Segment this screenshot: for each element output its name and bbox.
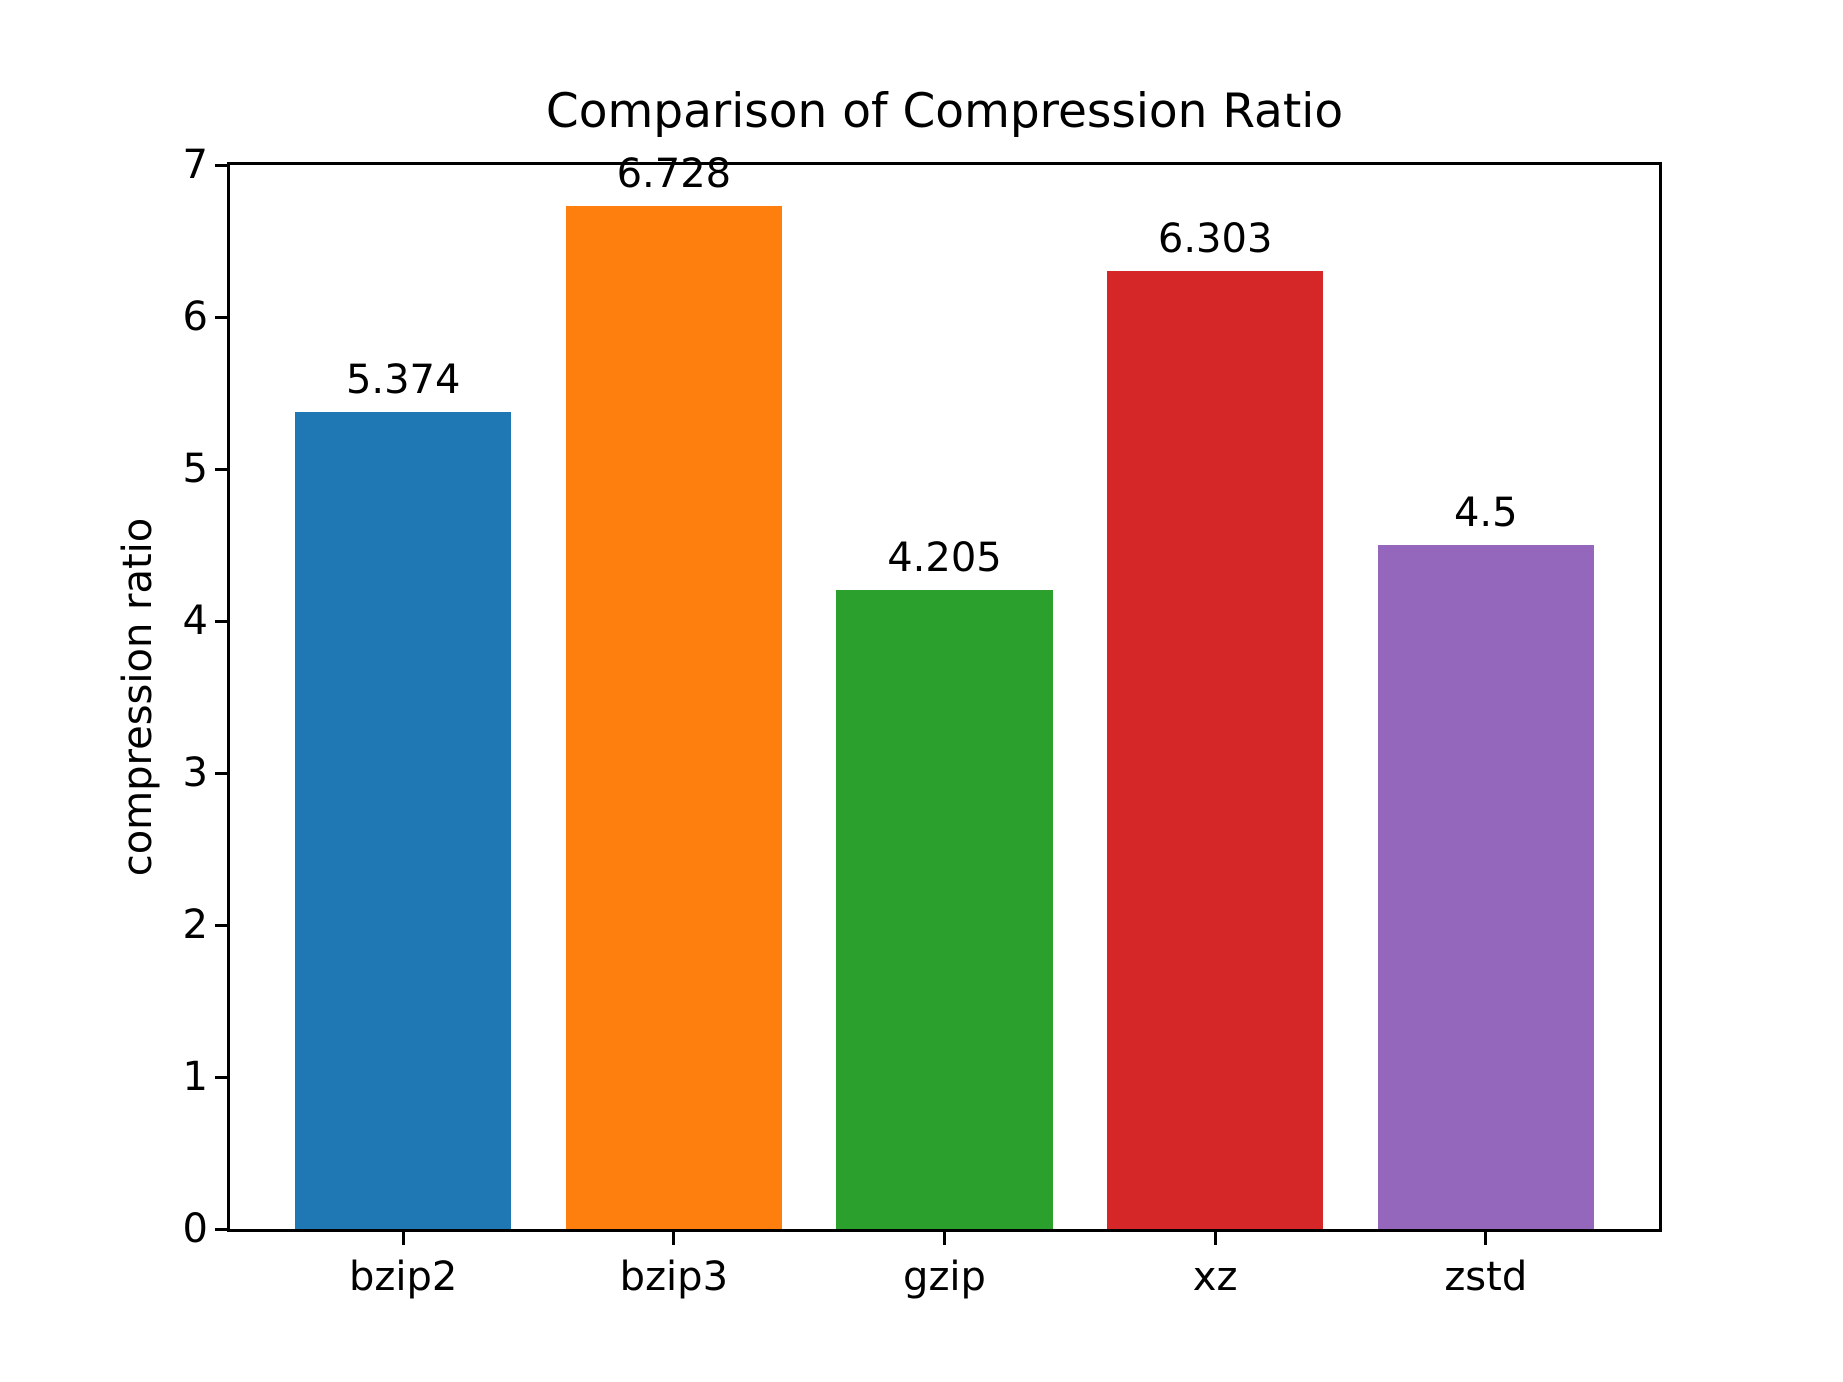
y-tick-label-7: 7 bbox=[182, 142, 208, 188]
x-tick-label-xz: xz bbox=[1192, 1254, 1238, 1300]
y-tick-label-0: 0 bbox=[182, 1206, 208, 1252]
x-tick-label-zstd: zstd bbox=[1444, 1254, 1528, 1300]
y-tick-mark-4 bbox=[215, 619, 227, 623]
y-tick-label-5: 5 bbox=[182, 446, 208, 492]
bar-xz bbox=[1106, 270, 1324, 1229]
x-tick-mark-xz bbox=[1213, 1232, 1217, 1245]
y-tick-label-3: 3 bbox=[182, 750, 208, 796]
bar-zstd bbox=[1377, 545, 1595, 1229]
y-tick-mark-3 bbox=[215, 771, 227, 775]
x-tick-label-gzip: gzip bbox=[903, 1254, 986, 1300]
value-label-zstd: 4.5 bbox=[1453, 490, 1518, 536]
x-tick-label-bzip3: bzip3 bbox=[619, 1254, 729, 1300]
x-tick-mark-bzip2 bbox=[401, 1232, 405, 1245]
y-tick-label-2: 2 bbox=[182, 902, 208, 948]
bar-bzip2 bbox=[294, 412, 512, 1229]
bar-gzip bbox=[836, 589, 1053, 1229]
chart-title: Comparison of Compression Ratio bbox=[545, 84, 1344, 139]
value-label-bzip3: 6.728 bbox=[616, 151, 732, 198]
value-label-gzip: 4.205 bbox=[887, 534, 1002, 581]
value-label-xz: 6.303 bbox=[1157, 215, 1273, 262]
y-tick-mark-6 bbox=[215, 315, 227, 319]
x-tick-mark-zstd bbox=[1484, 1232, 1488, 1245]
x-tick-mark-bzip3 bbox=[672, 1232, 676, 1245]
y-tick-mark-2 bbox=[215, 923, 227, 927]
y-tick-mark-5 bbox=[215, 467, 227, 471]
bar-bzip3 bbox=[565, 206, 783, 1229]
value-label-bzip2: 5.374 bbox=[345, 357, 461, 404]
y-tick-mark-7 bbox=[215, 163, 227, 167]
y-tick-label-1: 1 bbox=[182, 1054, 208, 1100]
y-tick-mark-1 bbox=[215, 1075, 227, 1079]
y-tick-mark-0 bbox=[215, 1227, 227, 1231]
y-tick-label-4: 4 bbox=[182, 598, 208, 644]
y-axis-label: compression ratio bbox=[115, 517, 161, 877]
y-tick-label-6: 6 bbox=[182, 294, 208, 340]
plot-area: 5.374 bzip2 6.728 bzip3 4.205 gzip 6.303 xz 4.5 z… bbox=[183, 142, 1662, 1300]
x-tick-mark-gzip bbox=[943, 1232, 946, 1245]
x-tick-label-bzip2: bzip2 bbox=[349, 1254, 458, 1300]
